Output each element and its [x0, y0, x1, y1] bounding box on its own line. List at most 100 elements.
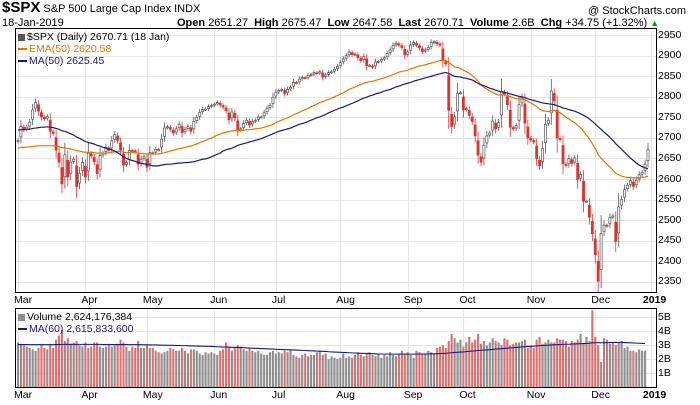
volume-bar — [227, 346, 231, 387]
candle-body — [157, 149, 161, 151]
candle-body — [347, 51, 351, 56]
candle-body — [432, 41, 436, 44]
candle-body — [391, 45, 395, 50]
volume-bar — [468, 336, 471, 387]
volume-bar — [75, 341, 78, 387]
candle-body — [303, 77, 307, 79]
candle-body — [174, 128, 178, 133]
ema-line — [17, 60, 649, 179]
candle-body — [453, 116, 457, 125]
symbol: $SPX — [2, 0, 41, 16]
price-x-tick-label: Dec — [591, 294, 610, 306]
candle-body — [558, 137, 562, 140]
candle-body — [526, 126, 530, 139]
volume-bar — [520, 341, 524, 387]
volume-bar — [46, 349, 49, 387]
candle-body — [292, 82, 295, 87]
candle-body — [37, 104, 40, 112]
volume-bar — [462, 346, 465, 387]
candle-body — [315, 72, 319, 75]
volume-bar — [19, 343, 22, 387]
volume-x-tick-label: Aug — [336, 389, 355, 401]
candle-body — [538, 159, 541, 167]
candle-body — [300, 77, 304, 80]
candle-body — [28, 121, 32, 127]
candle-body — [505, 96, 509, 105]
candle-body — [576, 163, 580, 180]
candle-body — [450, 114, 454, 127]
candle-body — [183, 128, 187, 133]
candle-body — [461, 96, 465, 111]
candle-body — [602, 224, 606, 232]
candle-body — [359, 58, 363, 61]
header-row-2: 18-Jan-2019 — [2, 17, 688, 29]
candle-body — [60, 167, 64, 185]
candle-body — [327, 72, 331, 75]
candle-body — [177, 123, 181, 129]
volume-bar — [567, 346, 570, 387]
candle-body — [19, 126, 23, 138]
volume-bar — [635, 352, 638, 387]
candle-body — [148, 152, 152, 164]
header-row-1: $SPX S&P 500 Large Cap Index INDX — [2, 0, 200, 16]
volume-bar — [368, 352, 371, 387]
volume-bar — [515, 342, 518, 387]
volume-bar — [383, 354, 386, 387]
candle-body — [116, 135, 120, 141]
volume-bar — [608, 343, 611, 387]
candle-body — [40, 112, 43, 118]
volume-value: 2.6B — [512, 17, 535, 29]
volume-bar — [321, 354, 324, 387]
price-tick-label: 2450 — [658, 234, 682, 247]
volume-bar — [506, 339, 509, 387]
price-tick-label: 2600 — [658, 172, 682, 185]
candle-body — [456, 92, 459, 112]
candle-body — [567, 158, 571, 165]
volume-bar — [641, 350, 644, 387]
volume-bar — [233, 348, 236, 387]
volume-bar — [154, 350, 157, 387]
volume-bar — [242, 349, 245, 387]
volume-bar — [421, 353, 424, 387]
candle-body — [365, 58, 369, 66]
candle-body — [45, 116, 49, 119]
candle-body — [171, 129, 175, 134]
candle-body — [473, 124, 477, 137]
price-swatch — [18, 33, 25, 41]
volume-bar — [342, 353, 345, 387]
credit[interactable]: @ StockCharts.com — [588, 5, 686, 17]
candle-body — [92, 157, 96, 163]
volume-bar — [230, 350, 233, 387]
candle-body — [555, 109, 559, 139]
volume-bar — [638, 349, 641, 387]
candle-body — [593, 238, 597, 255]
legend-vol-ma: MA(60) 2,615,833,600 — [18, 323, 134, 335]
volume-bar — [600, 361, 603, 387]
candle-body — [485, 135, 489, 144]
volume-bar — [157, 352, 160, 387]
price-tick-label: 2550 — [658, 193, 682, 205]
volume-bar — [623, 348, 626, 387]
candle-body — [72, 158, 76, 162]
candle-body — [192, 121, 196, 130]
volume-tick-label: 4B — [658, 324, 671, 337]
volume-bar — [236, 345, 239, 387]
candle-body — [227, 112, 231, 121]
candle-body — [529, 138, 533, 141]
volume-x-tick-label: Mar — [14, 389, 33, 401]
candle-body — [535, 145, 539, 159]
high-value: 2675.47 — [281, 17, 322, 29]
price-tick-label: 2850 — [658, 69, 682, 82]
candle-body — [626, 185, 629, 190]
candle-body — [89, 153, 93, 157]
candle-body — [429, 42, 433, 47]
candle-body — [48, 119, 52, 132]
volume-bar — [559, 339, 562, 387]
candle-body — [198, 112, 202, 117]
volume-bar — [485, 345, 488, 387]
volume-bar — [122, 342, 125, 387]
volume-bar — [37, 348, 40, 387]
volume-bar — [418, 352, 421, 387]
volume-bar — [49, 343, 52, 387]
up-arrow-icon: ▲ — [650, 18, 660, 28]
